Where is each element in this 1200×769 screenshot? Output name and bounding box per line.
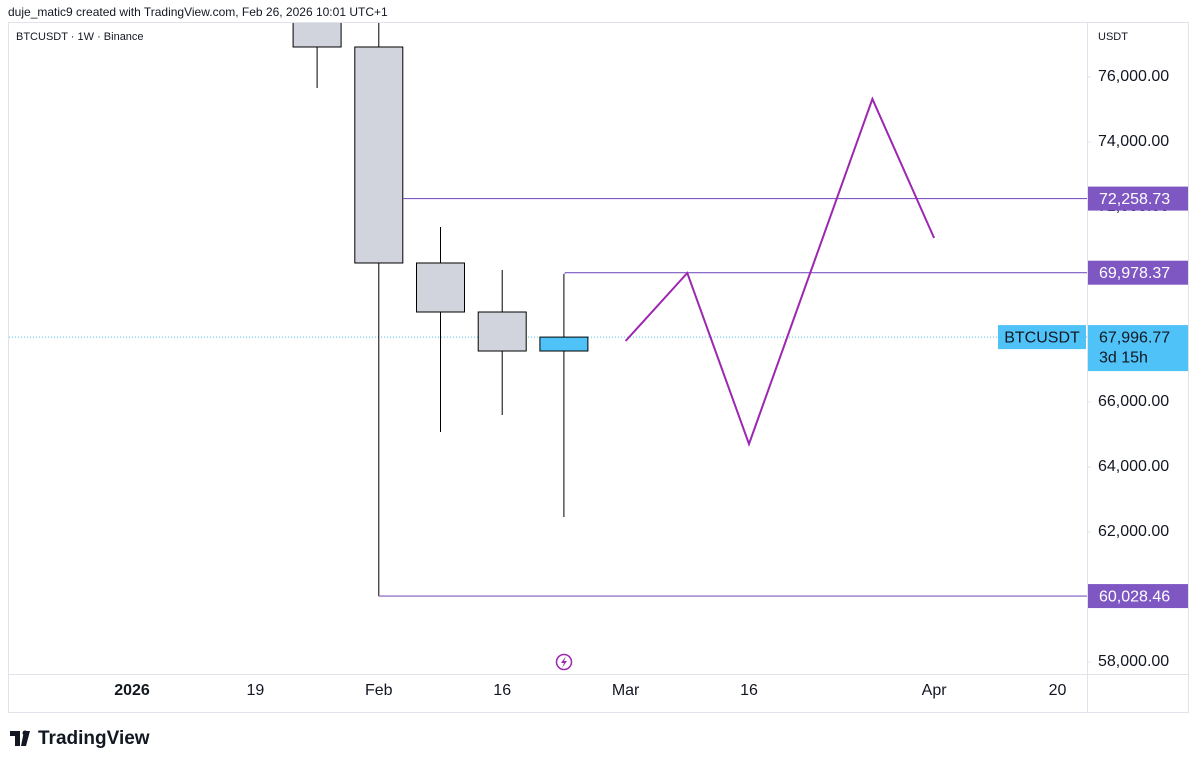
x-tick-label: Mar [612, 682, 640, 699]
x-tick-label: 16 [740, 682, 758, 699]
price-label: 60,028.46 [1099, 588, 1170, 605]
axis-unit: USDT [1098, 31, 1128, 43]
x-tick-label: Apr [922, 682, 948, 699]
x-tick-label: 2026 [114, 682, 150, 699]
price-label-box [1088, 260, 1188, 285]
y-tick-label: 66,000.00 [1098, 393, 1169, 410]
countdown: 3d 15h [1099, 349, 1148, 366]
header: duje_matic9 created with TradingView.com… [8, 5, 388, 19]
last-price-label: 67,996.77 [1099, 329, 1170, 346]
x-tick-label: 19 [247, 682, 265, 699]
last-price-box [1088, 325, 1188, 372]
price-label-box [1088, 186, 1188, 211]
candle-body [354, 46, 404, 264]
y-tick-label: 76,000.00 [1098, 68, 1169, 85]
chart-title: BTCUSDT · 1W · Binance [16, 31, 144, 43]
alert-icon [555, 653, 573, 671]
price-label: 72,258.73 [1099, 191, 1170, 208]
x-tick-label: Feb [365, 682, 393, 699]
logo-text: TradingView [38, 728, 150, 749]
x-tick-label: 20 [1049, 682, 1067, 699]
symbol-label: BTCUSDT [1004, 329, 1080, 346]
candle-body [477, 311, 527, 352]
candle-body [539, 336, 589, 352]
chart-frame [8, 22, 1189, 713]
y-tick-label: 58,000.00 [1098, 653, 1169, 670]
symbol-box [998, 325, 1086, 350]
logo: TradingView [10, 728, 150, 749]
plot-area [9, 23, 1087, 597]
candle-body [292, 23, 342, 48]
x-tick-label: 16 [493, 682, 511, 699]
price-label-box [1088, 584, 1188, 609]
projection-line [624, 96, 936, 447]
price-label: 69,978.37 [1099, 265, 1170, 282]
y-tick-label: 74,000.00 [1098, 133, 1169, 150]
y-tick-label: 64,000.00 [1098, 458, 1169, 475]
candle-body [416, 262, 465, 313]
y-tick-label: 62,000.00 [1098, 523, 1169, 540]
